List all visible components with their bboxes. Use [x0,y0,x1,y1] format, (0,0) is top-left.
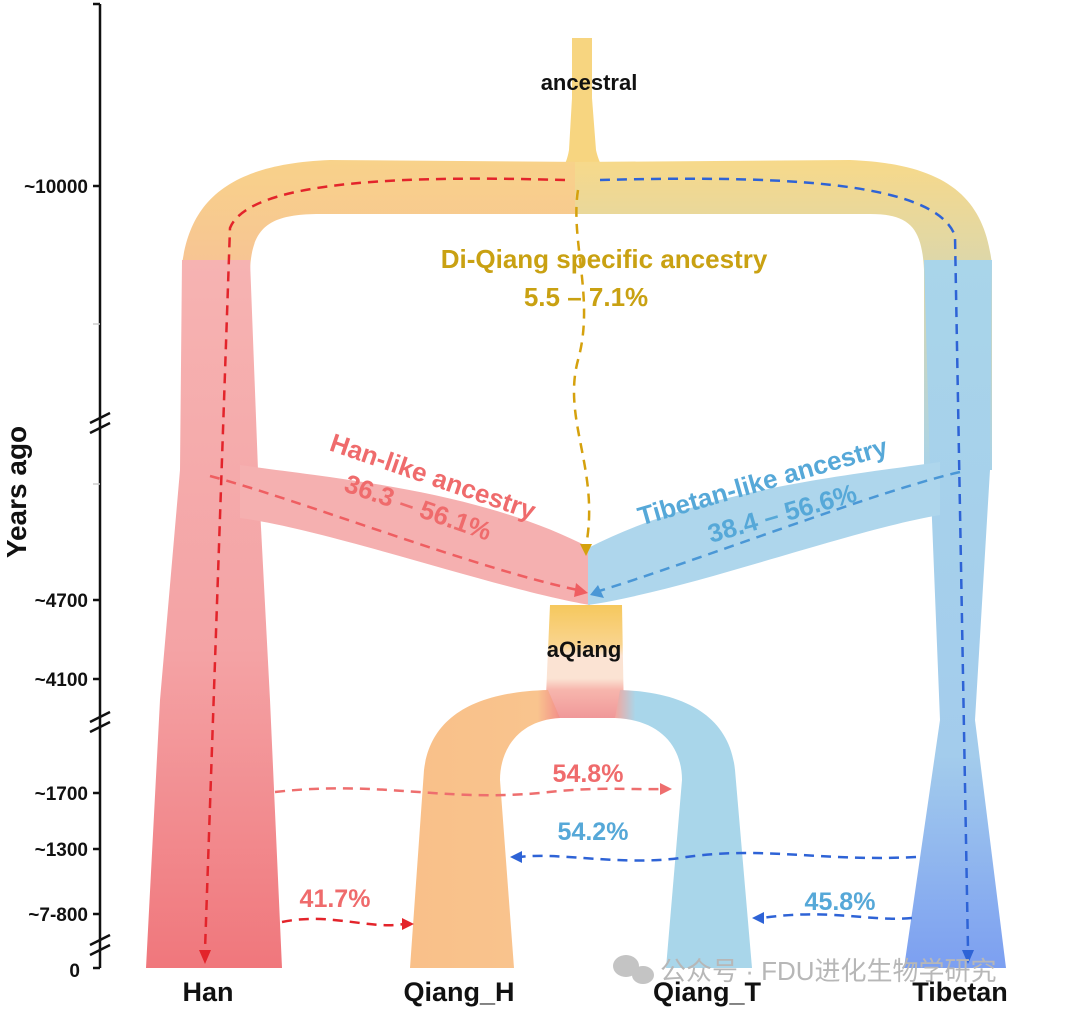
ancestral-stem [572,38,592,98]
tick-label: ~4100 [35,670,88,691]
ancestral-fan [548,98,618,182]
tibetan-arrowhead [962,950,974,964]
han-lineage-arrow [203,177,566,951]
aqiang-node [545,605,624,718]
y-axis-title: Years ago [1,426,32,558]
gene-flow-tibetan-to-qiang-t: 45.8% [805,888,876,916]
qiang-h-branch [410,690,560,968]
population-label-qiang-t: Qiang_T [653,977,762,1007]
han-like-arrow [209,474,579,592]
tibetan-to-qiang-h-arrow [519,851,917,862]
han-to-qiang-h-arrowhead [402,918,414,930]
axis-break [89,933,111,957]
han-like-arrowhead [574,583,588,597]
population-label-qiang-h: Qiang_H [403,977,514,1007]
population-label-han: Han [182,977,233,1007]
arrowheads [199,544,974,964]
lineage-arrows [203,177,970,951]
tibetan-to-qiang-h-arrowhead [510,851,522,863]
tick-label: ~10000 [24,177,88,198]
ancestral-label: ancestral [541,70,638,95]
tick-label: ~1700 [35,784,88,805]
gene-flow-han-to-qiang-t: 54.8% [553,760,624,788]
tick-label: ~7-800 [28,905,88,926]
tibetan-branch [904,260,1006,968]
tibetan-like-arrow [595,470,961,594]
tick-label: ~4700 [35,591,88,612]
tick-label: ~1300 [35,840,88,861]
tibetan-like-arrowhead [590,585,604,598]
diqiang-arrow [572,189,591,547]
han-branch [146,260,282,968]
tibetan-lineage-arrow [599,177,970,951]
tibetan-to-qiang-t-arrow [761,913,913,920]
han-to-qiang-t-arrowhead [660,783,672,795]
diqiang-title: Di-Qiang specific ancestry [441,244,768,274]
qiang-t-branch [615,690,752,968]
diqiang-arrowhead [580,544,592,556]
watermark-text: 公众号 · FDU进化生物学研究 [660,956,997,986]
han-to-qiang-t-arrow [274,787,663,797]
axis-break [89,411,111,435]
watermark: 公众号 · FDU进化生物学研究 [613,955,997,986]
wechat-icon [613,955,654,984]
axis-break [89,710,111,734]
diqiang-range: 5.5 – 7.1% [524,282,648,312]
gene-flow-tibetan-to-qiang-h: 54.2% [558,818,629,846]
han-arrowhead [199,950,211,964]
gene-flow-han-to-qiang-h: 41.7% [300,885,371,913]
y-axis: ~10000 ~4700 ~4100 ~1700 ~1300 ~7-800 0 … [1,2,111,982]
tick-label: 0 [69,961,80,982]
han-to-qiang-h-arrow [281,917,405,927]
aqiang-label: aQiang [547,637,622,662]
population-label-tibetan: Tibetan [912,977,1008,1007]
tibetan-to-qiang-t-arrowhead [752,912,764,924]
